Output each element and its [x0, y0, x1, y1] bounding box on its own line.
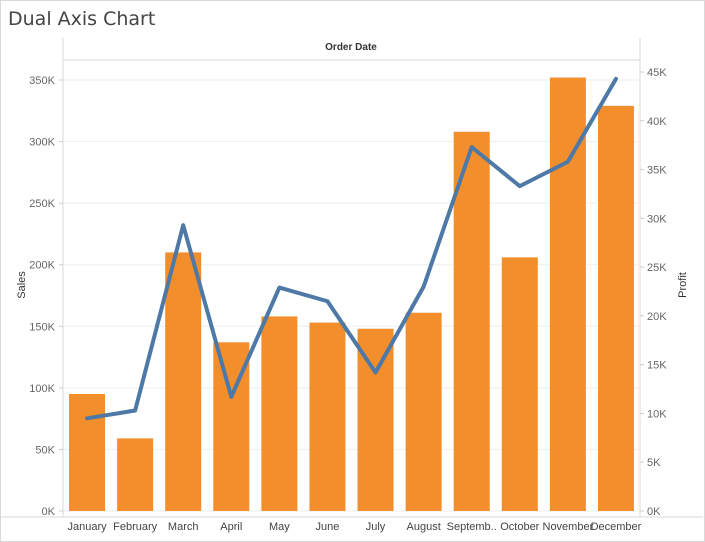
- bar-11: [549, 77, 586, 511]
- profit-series-line: [85, 76, 618, 421]
- y-right-tick-label: 10K: [647, 408, 667, 420]
- x-tick-label: May: [269, 521, 290, 533]
- x-tick-label: April: [220, 521, 242, 533]
- y-left-tick-label: 350K: [29, 75, 55, 87]
- y-right-tick-label: 35K: [647, 165, 667, 177]
- x-tick-label: November: [543, 521, 594, 533]
- x-tick-label: October: [500, 521, 539, 533]
- bar-10: [501, 257, 538, 511]
- y-right-tick-label: 40K: [647, 116, 667, 128]
- x-tick-label: Septemb..: [447, 521, 497, 533]
- y-right-tick-label: 25K: [647, 262, 667, 274]
- bar-8: [405, 312, 442, 511]
- x-tick-label: August: [407, 521, 441, 533]
- x-tick-label: February: [113, 521, 158, 533]
- bar-2: [117, 438, 154, 511]
- x-tick-label: December: [591, 521, 642, 533]
- y-right-tick-label: 20K: [647, 311, 667, 323]
- y-right-tick-label: 45K: [647, 67, 667, 79]
- gridlines: [63, 79, 640, 512]
- x-tick-label: July: [366, 521, 386, 533]
- y-left-tick-label: 100K: [29, 383, 55, 395]
- y-axis-right-label: Profit: [677, 272, 689, 298]
- y-right-tick-label: 5K: [647, 457, 661, 469]
- y-right-tick-label: 15K: [647, 360, 667, 372]
- profit-line: [85, 76, 618, 421]
- x-tick-label: March: [168, 521, 199, 533]
- bar-9: [453, 131, 490, 511]
- bar-6: [309, 322, 346, 511]
- y-left-tick-label: 300K: [29, 137, 55, 149]
- column-header: Order Date: [325, 42, 377, 53]
- y-axis-left-label: Sales: [16, 271, 28, 299]
- bar-5: [261, 316, 298, 511]
- bar-7: [357, 328, 394, 511]
- x-tick-label: January: [67, 521, 107, 533]
- axes: 0K 50K 100K 150K 200K 250K 300K 350K 0K 5K 10K 15K 2…: [0, 38, 703, 533]
- chart-title: Dual Axis Chart: [8, 8, 156, 30]
- y-left-tick-label: 0K: [42, 506, 56, 518]
- bar-3: [165, 252, 202, 511]
- y-right-tick-label: 0K: [647, 506, 661, 518]
- x-tick-label: June: [316, 521, 340, 533]
- y-left-tick-label: 50K: [35, 444, 55, 456]
- sales-bars: [69, 77, 634, 512]
- bar-12: [597, 105, 634, 512]
- y-right-tick-label: 30K: [647, 213, 667, 225]
- y-left-tick-label: 250K: [29, 198, 55, 210]
- y-left-tick-label: 150K: [29, 321, 55, 333]
- bar-1: [69, 394, 106, 511]
- y-left-tick-label: 200K: [29, 260, 55, 272]
